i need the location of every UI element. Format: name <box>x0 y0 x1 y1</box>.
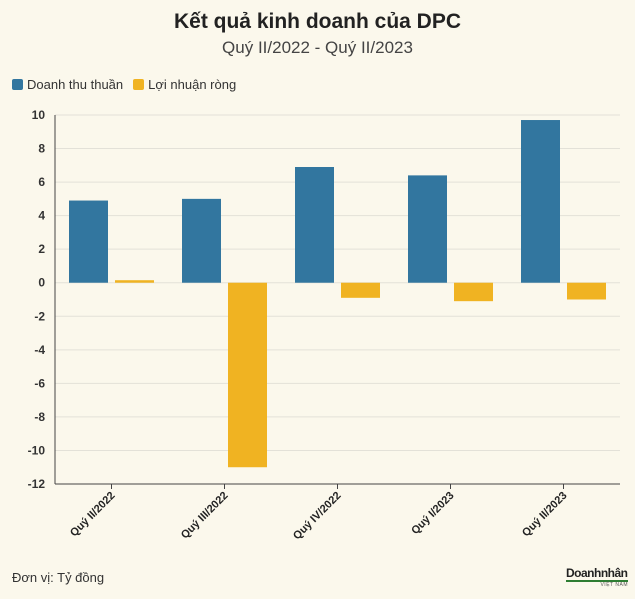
bar-profit <box>454 282 493 302</box>
y-tick-label: 2 <box>38 242 45 256</box>
y-tick-label: 8 <box>38 142 45 156</box>
y-tick-label: -4 <box>34 343 45 357</box>
y-tick-label: -8 <box>34 410 45 424</box>
chart-legend: Doanh thu thuần Lợi nhuận ròng <box>12 77 246 92</box>
y-tick-label: -10 <box>28 443 46 457</box>
legend-swatch-profit <box>133 79 145 90</box>
bar-revenue <box>182 198 221 283</box>
logo-subtext: VIỆT NAM <box>600 582 628 588</box>
legend-item-profit[interactable]: Lợi nhuận ròng <box>133 77 236 92</box>
legend-swatch-revenue <box>12 79 23 90</box>
x-tick-label: Quý I/2023 <box>409 490 456 537</box>
y-tick-label: 6 <box>38 175 45 189</box>
legend-label-revenue: Doanh thu thuần <box>27 77 124 92</box>
legend-label-profit: Lợi nhuận ròng <box>148 77 237 92</box>
y-tick-label: 10 <box>32 108 46 122</box>
y-tick-label: -12 <box>28 477 46 491</box>
x-tick-label: Quý II/2022 <box>68 490 118 540</box>
bar-profit <box>228 282 267 468</box>
logo-bar <box>566 580 628 582</box>
x-tick-label: Quý II/2023 <box>520 490 570 540</box>
legend-item-revenue[interactable]: Doanh thu thuần <box>12 77 123 92</box>
bar-revenue <box>295 166 334 283</box>
bar-chart: 10 8 6 4 2 0 -2 -4 -6 -8 -10 -12 Quý II/2022 Quý III/… <box>28 108 620 543</box>
bar-revenue <box>69 200 108 283</box>
y-tick-label: 4 <box>38 209 45 223</box>
x-tick-label: Quý III/2022 <box>179 490 231 542</box>
bar-revenue <box>521 120 560 283</box>
unit-note: Đơn vị: Tỷ đồng <box>12 570 105 585</box>
bar-revenue <box>408 175 447 283</box>
bar-profit <box>115 280 154 283</box>
y-tick-label: 0 <box>38 276 45 290</box>
chart-title: Kết quả kinh doanh của DPC <box>173 10 462 33</box>
y-tick-label: -6 <box>34 376 45 390</box>
publisher-logo: Doanhnhân VIỆT NAM <box>566 566 628 588</box>
x-tick-label: Quý IV/2022 <box>291 490 344 543</box>
chart-subtitle: Quý II/2022 - Quý II/2023 <box>222 38 413 57</box>
bar-profit <box>567 282 606 300</box>
bar-profit <box>341 282 380 298</box>
y-tick-label: -2 <box>34 309 45 323</box>
logo-text: Doanhnhân <box>566 566 628 580</box>
